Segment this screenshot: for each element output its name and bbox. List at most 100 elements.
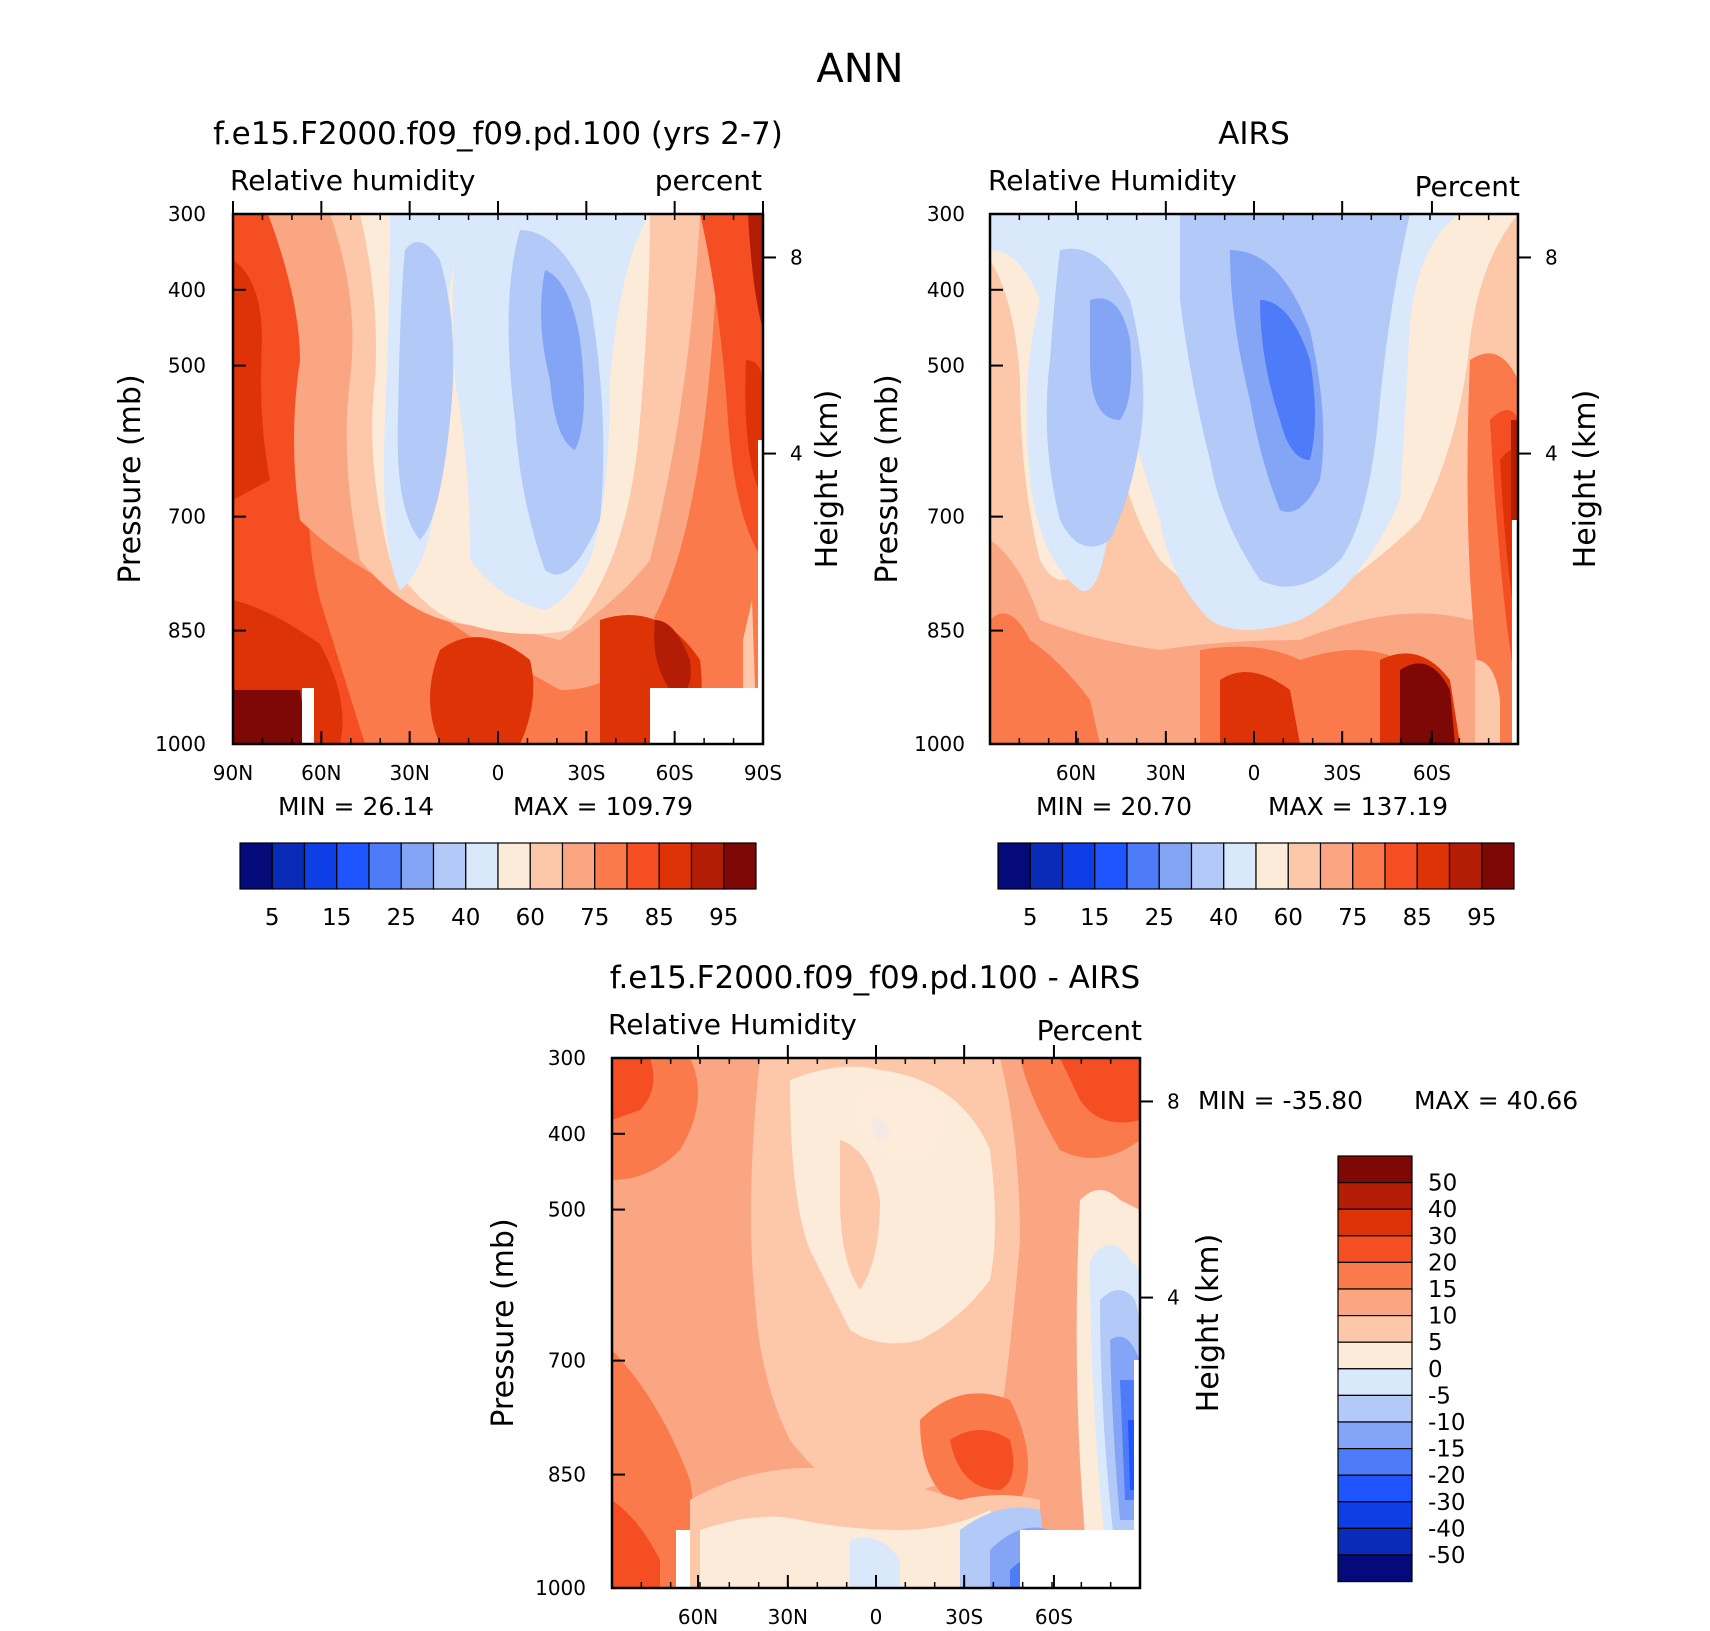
colorbar-label: 95 [1467,905,1496,931]
y2-tick-label: 8 [1167,1089,1180,1113]
x-tick-label: 90N [213,761,253,785]
colorbar-box [1481,842,1515,890]
colorbar-box [1352,842,1386,890]
colorbar-box [1223,842,1257,890]
panel-diff: f.e15.F2000.f09_f09.pd.100 - AIRS Relati… [486,960,1578,1629]
colorbar-box [1337,1501,1413,1530]
y-tick-label: 400 [927,278,965,302]
panel-obs-axes: 60N 30N 0 30S 60S 300 400 500 700 850 1000 8 4 Pressu… [870,201,1603,785]
y2-tick-label: 8 [1545,245,1558,269]
colorbar-label: -50 [1428,1543,1466,1569]
page-title: ANN [816,46,903,92]
y-tick-label: 850 [927,619,965,643]
colorbar-label: 5 [1428,1330,1443,1356]
y-tick-label: 300 [927,202,965,226]
colorbar-box [1337,1181,1413,1210]
x-tick-label: 0 [1248,761,1261,785]
panel-obs-right-label: Percent [1415,170,1520,203]
colorbar-label: 15 [1080,905,1109,931]
y-tick-label: 400 [548,1122,586,1146]
colorbar-box [1337,1474,1413,1503]
x-tick-label: 0 [870,1605,883,1629]
y-tick-label: 850 [548,1463,586,1487]
colorbar-box [1029,842,1064,890]
colorbar-box [997,842,1031,890]
y2-tick-label: 8 [790,245,803,269]
y2-axis-label: Height (km) [1191,1234,1226,1413]
y2-tick-label: 4 [1167,1286,1180,1310]
x-tick-label: 30N [1146,761,1186,785]
colorbar-box [529,842,564,890]
colorbar-box [594,842,628,890]
colorbar-label: 10 [1428,1304,1457,1330]
colorbar-label: 75 [580,905,609,931]
colorbar-box [1337,1208,1413,1237]
y-axis-label: Pressure (mb) [113,374,148,583]
panel-obs-title: AIRS [1218,116,1290,152]
panel-model-title: f.e15.F2000.f09_f09.pd.100 (yrs 2-7) [213,116,783,152]
colorbar-label: 25 [387,905,416,931]
colorbar-box [432,842,467,890]
colorbar-box [1158,842,1193,890]
panel-diff-min: MIN = -35.80 [1198,1086,1363,1115]
colorbar-label: 15 [1428,1277,1457,1303]
colorbar-box [1337,1554,1413,1583]
x-tick-label: 60S [1413,761,1451,785]
y2-axis-label: Height (km) [1568,390,1603,569]
y-tick-label: 300 [548,1046,586,1070]
y-tick-label: 700 [548,1349,586,1373]
panel-diff-axes: 60N 30N 0 30S 60S 300 400 500 700 850 1000 8 4 Pressu… [486,1045,1226,1629]
colorbar-box [1094,842,1128,890]
x-tick-label: 30S [945,1605,983,1629]
colorbar-label: 5 [265,905,280,931]
panel-diff-title: f.e15.F2000.f09_f09.pd.100 - AIRS [610,960,1140,996]
colorbar-box [1416,842,1451,890]
colorbar-box [1255,842,1289,890]
colorbar-box [1190,842,1225,890]
x-tick-label: 90S [744,761,782,785]
y-tick-label: 700 [168,505,206,529]
panel-model-min: MIN = 26.14 [278,792,434,821]
colorbar-box [400,842,435,890]
x-tick-label: 60N [301,761,341,785]
colorbar-box [465,842,499,890]
colorbar-label: 5 [1023,905,1038,931]
y-tick-label: 500 [168,354,206,378]
colorbar-box [368,842,402,890]
colorbar-box [239,842,273,890]
panel-obs-max: MAX = 137.19 [1268,792,1448,821]
colorbar-box [1287,842,1322,890]
x-tick-label: 60N [678,1605,718,1629]
y-tick-label: 850 [168,619,206,643]
colorbar-box [1337,1447,1413,1476]
colorbar-box [271,842,306,890]
colorbar-label: 85 [1403,905,1432,931]
colorbar-label: -20 [1428,1463,1466,1489]
panel-model-colorbar: 5 15 25 40 60 75 85 95 [239,842,757,931]
panel-diff-left-label: Relative Humidity [608,1008,857,1041]
colorbar-box [1337,1368,1413,1397]
colorbar-box [1337,1288,1413,1317]
colorbar-box [723,842,757,890]
colorbar-label: 20 [1428,1250,1457,1276]
colorbar-label: 30 [1428,1224,1457,1250]
y2-tick-label: 4 [1545,442,1558,466]
colorbar-label: -30 [1428,1490,1466,1516]
colorbar-box [336,842,370,890]
y2-tick-label: 4 [790,442,803,466]
colorbar-box [1448,842,1483,890]
x-tick-label: 30S [567,761,605,785]
colorbar-box [690,842,725,890]
y-tick-label: 400 [168,278,206,302]
y-axis-label: Pressure (mb) [486,1218,521,1427]
colorbar-box [1337,1421,1413,1450]
colorbar-box [1337,1261,1413,1290]
y-tick-label: 1000 [155,732,206,756]
panel-model-axes: 90N 60N 30N 0 30S 60S 90S 300 400 500 700 850 1000 8 4… [113,201,845,785]
colorbar-label: -15 [1428,1437,1466,1463]
colorbar-label: 15 [322,905,351,931]
y-tick-label: 300 [168,202,206,226]
colorbar-label: 95 [709,905,738,931]
colorbar-label: -5 [1428,1383,1451,1409]
